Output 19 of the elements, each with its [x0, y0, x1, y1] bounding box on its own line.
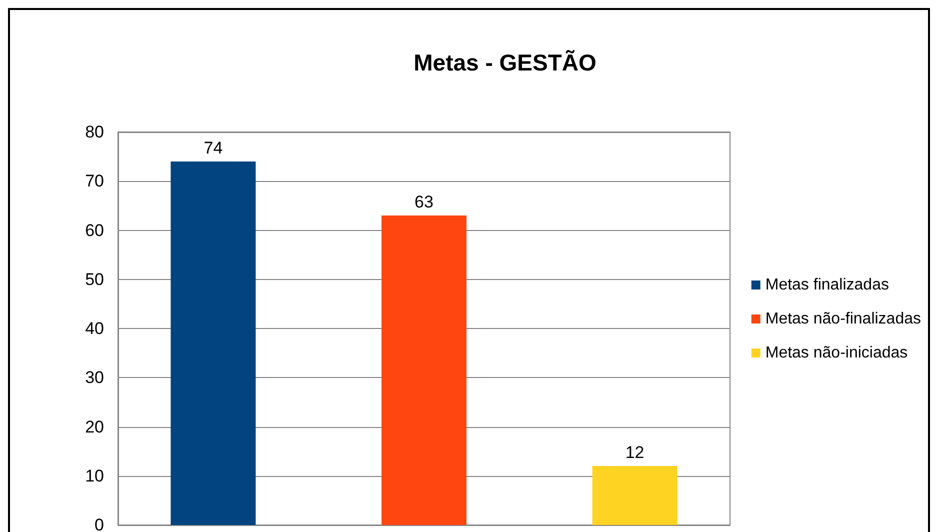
y-tick-label: 80	[85, 122, 104, 142]
y-tick-label: 0	[94, 516, 104, 532]
y-tick-label: 40	[85, 319, 104, 338]
y-tick-label: 10	[85, 466, 104, 486]
data-label: 12	[625, 443, 644, 462]
legend-label: Metas finalizadas	[765, 276, 889, 294]
y-tick-label: 30	[85, 368, 104, 388]
bar	[170, 161, 256, 525]
y-tick-label: 70	[85, 172, 104, 191]
y-tick-label: 50	[85, 270, 104, 289]
y-tick-label: 20	[85, 417, 104, 436]
bar	[592, 466, 678, 525]
legend-label: Metas não-finalizadas	[765, 310, 921, 328]
y-tick-label: 60	[85, 220, 104, 240]
data-label: 74	[204, 138, 223, 158]
legend-label: Metas não-iniciadas	[765, 344, 908, 362]
bar	[382, 216, 466, 525]
data-label: 63	[414, 192, 434, 212]
chart-title: Metas - GESTÃO	[414, 50, 596, 76]
